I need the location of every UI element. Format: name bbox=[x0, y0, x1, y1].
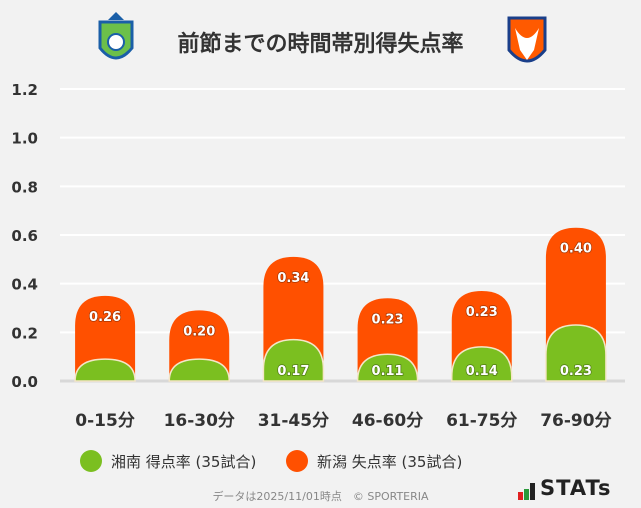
data-label: 0.40 bbox=[560, 242, 592, 257]
x-tick-label: 16-30分 bbox=[164, 411, 235, 431]
y-tick-label: 0.2 bbox=[11, 324, 38, 342]
x-tick-label: 31-45分 bbox=[258, 411, 329, 431]
logos bbox=[98, 12, 547, 63]
bar-shonan-scored bbox=[545, 324, 607, 382]
x-tick-label: 46-60分 bbox=[352, 411, 423, 431]
data-label: 0.34 bbox=[277, 271, 309, 286]
y-tick-label: 0.0 bbox=[11, 373, 38, 391]
data-label: 0.23 bbox=[372, 312, 404, 327]
bar-shonan-scored bbox=[262, 338, 325, 382]
niigata-logo bbox=[507, 16, 547, 63]
data-label: 0.23 bbox=[466, 305, 498, 320]
legend-label: 新潟 失点率 (35試合) bbox=[317, 452, 463, 471]
x-tick-label: 61-75分 bbox=[446, 411, 517, 431]
bar-shonan-scored bbox=[451, 346, 513, 382]
data-label: 0.14 bbox=[466, 364, 498, 379]
y-tick-label: 0.8 bbox=[11, 178, 38, 196]
bar-shonan-scored bbox=[74, 358, 136, 382]
legend-label: 湘南 得点率 (35試合) bbox=[111, 452, 257, 471]
x-tick-label: 76-90分 bbox=[540, 411, 611, 431]
data-label: 0.11 bbox=[372, 364, 404, 379]
y-tick-label: 0.6 bbox=[11, 227, 38, 245]
data-label: 0.17 bbox=[277, 364, 309, 379]
x-tick-label: 0-15分 bbox=[75, 411, 135, 431]
bar-niigata-conceded bbox=[75, 295, 136, 381]
chart-title: 前節までの時間帯別得失点率 bbox=[177, 32, 464, 57]
stats-bars-icon bbox=[518, 483, 535, 500]
y-tick-label: 0.4 bbox=[11, 276, 38, 294]
y-tick-label: 1.0 bbox=[11, 130, 38, 148]
data-label: 0.23 bbox=[560, 364, 592, 379]
legend-item-shonan: 湘南 得点率 (35試合) bbox=[80, 450, 256, 472]
stats-logo: STATs bbox=[518, 476, 611, 500]
bar-shonan-scored bbox=[168, 358, 231, 382]
legend-swatch-green bbox=[80, 450, 102, 472]
footer-note: データは2025/11/01時点 © SPORTERIA bbox=[212, 490, 429, 503]
shonan-logo bbox=[98, 12, 134, 60]
legend-swatch-orange bbox=[286, 450, 308, 472]
data-label: 0.26 bbox=[89, 310, 121, 325]
bar-shonan-scored bbox=[356, 353, 419, 382]
data-label: 0.20 bbox=[183, 324, 215, 339]
y-tick-label: 1.2 bbox=[11, 81, 38, 99]
legend-item-niigata: 新潟 失点率 (35試合) bbox=[286, 450, 462, 472]
stats-brand-text: STATs bbox=[540, 476, 612, 500]
